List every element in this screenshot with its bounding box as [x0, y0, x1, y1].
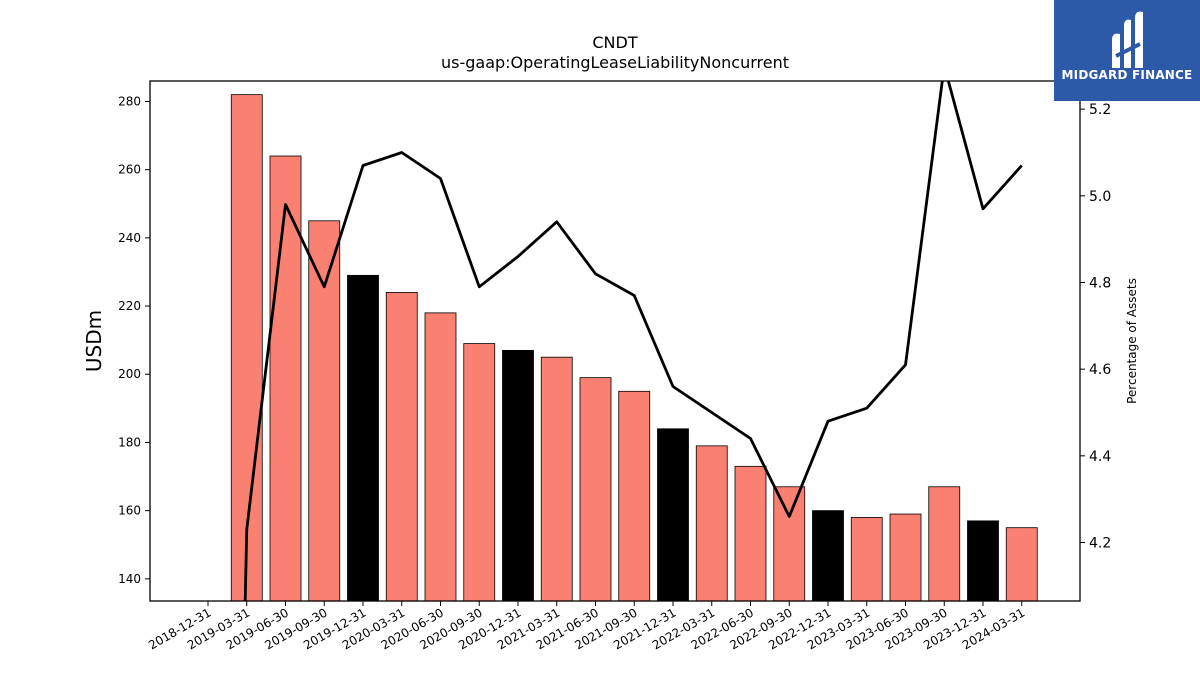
y-right-tick-label: 4.8	[1089, 276, 1111, 292]
bar	[773, 486, 806, 602]
bar	[812, 510, 844, 602]
logo-text: MIDGARD FINANCE	[1061, 68, 1193, 82]
y-tick-label: 220	[118, 299, 141, 313]
bar	[424, 312, 457, 602]
y-right-tick-label: 5.2	[1089, 102, 1111, 118]
percentage-series-line	[243, 81, 1023, 601]
right-axis: 4.2 4.4 4.6 4.8 5.0 5.2	[1080, 102, 1111, 552]
bar	[502, 349, 534, 602]
bar	[928, 486, 961, 602]
y-tick-label: 180	[118, 435, 141, 449]
chart-subtitle: us-gaap:OperatingLeaseLiabilityNoncurren…	[441, 53, 789, 72]
bar	[1005, 527, 1038, 602]
midgard-finance-logo: MIDGARD FINANCE	[1054, 0, 1200, 101]
y-tick-label: 260	[118, 163, 141, 177]
y-axis-label-right: Percentage of Assets	[1125, 278, 1139, 404]
y-tick-label: 160	[118, 504, 141, 518]
y-tick-label: 280	[118, 94, 141, 108]
bar	[579, 377, 612, 602]
y-right-tick-label: 4.4	[1089, 449, 1111, 465]
bar	[540, 356, 573, 602]
y-right-tick-label: 4.6	[1089, 362, 1111, 378]
left-axis: 140 160 180 200 220 240 260 280	[118, 94, 150, 586]
bar	[734, 465, 767, 602]
bar	[967, 520, 999, 602]
y-right-tick-label: 4.2	[1089, 536, 1111, 552]
line-group	[243, 81, 1023, 601]
bar	[889, 513, 922, 602]
bar-group	[230, 94, 1038, 602]
bar	[850, 517, 883, 602]
logo-icon	[1112, 11, 1143, 69]
bar	[308, 220, 341, 602]
bar	[657, 428, 689, 602]
plot-frame	[149, 80, 1081, 602]
y-tick-label: 140	[118, 572, 141, 586]
bar	[230, 94, 263, 602]
bar	[347, 274, 379, 602]
bar	[695, 445, 728, 602]
y-tick-label: 200	[118, 367, 141, 381]
bar	[385, 292, 418, 602]
chart-title: CNDT	[592, 33, 637, 52]
x-axis: 2018-12-312019-03-312019-06-302019-09-30…	[146, 601, 1027, 652]
y-axis-label: USDm	[82, 310, 106, 372]
y-right-tick-label: 5.0	[1089, 189, 1111, 205]
bar	[269, 155, 302, 602]
bar	[618, 390, 651, 602]
bar	[463, 343, 496, 602]
y-tick-label: 240	[118, 231, 141, 245]
